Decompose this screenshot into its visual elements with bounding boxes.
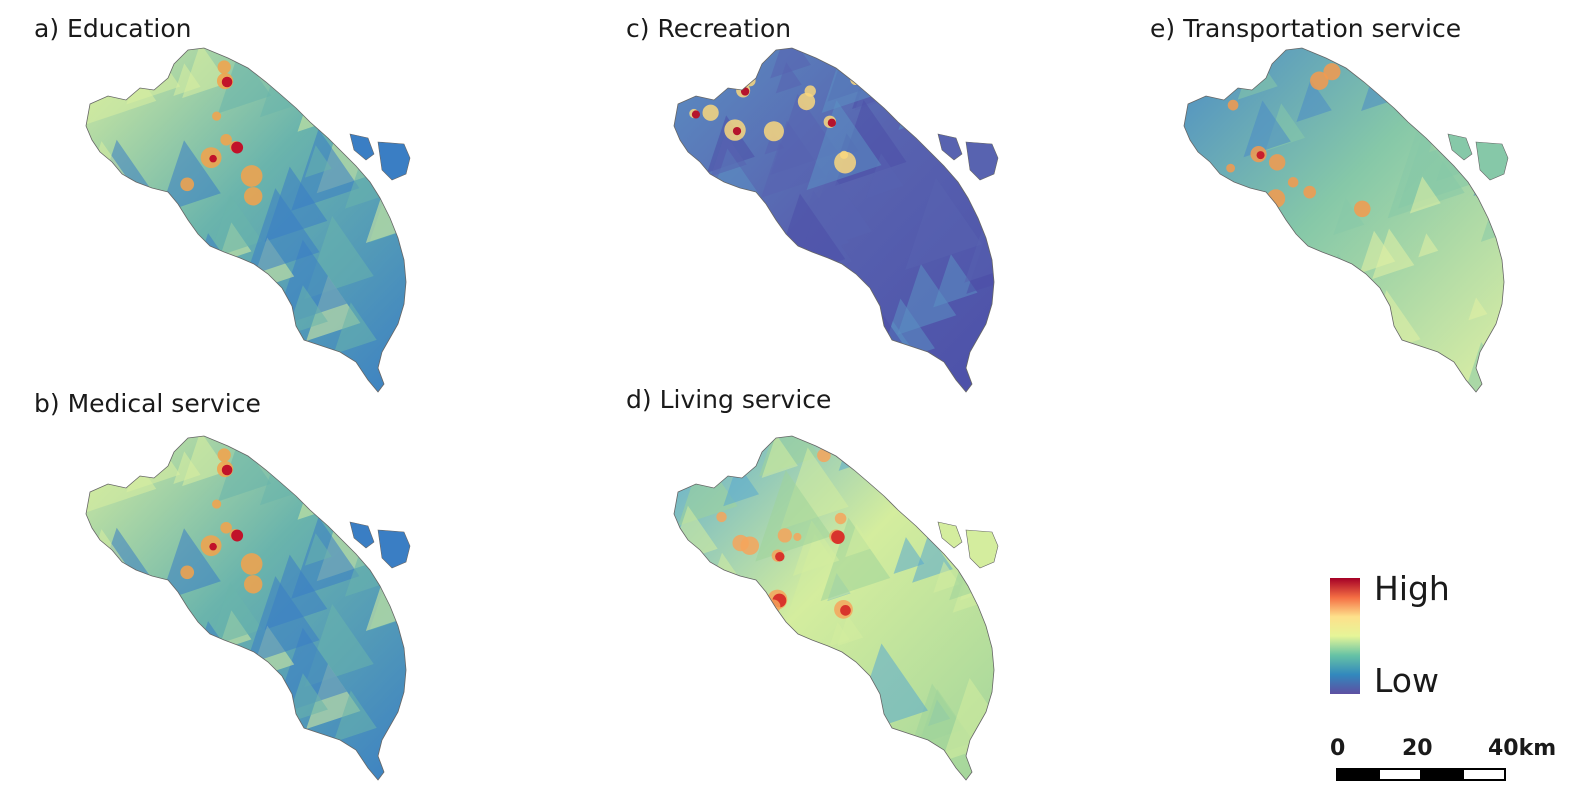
color-legend: High Low xyxy=(1330,572,1470,700)
scale-label-40km: 40km xyxy=(1488,736,1557,761)
map-fill xyxy=(1184,48,1504,392)
legend-color-ramp xyxy=(1330,578,1360,694)
scale-segment-2 xyxy=(1378,768,1422,781)
scale-segment-3 xyxy=(1420,768,1464,781)
scale-segment-4 xyxy=(1462,768,1506,781)
map-fill xyxy=(86,436,406,780)
panel-title-medical: b) Medical service xyxy=(34,389,261,418)
map-fill xyxy=(674,48,994,392)
map-medical-service xyxy=(78,430,418,785)
panel-title-education: a) Education xyxy=(34,14,192,43)
scale-segment-1 xyxy=(1336,768,1380,781)
panel-title-transportation: e) Transportation service xyxy=(1150,14,1462,43)
map-education xyxy=(78,42,418,397)
scale-label-0: 0 xyxy=(1330,736,1346,761)
map-recreation xyxy=(666,42,1006,397)
scale-label-20: 20 xyxy=(1402,736,1433,761)
map-living-service xyxy=(666,430,1006,785)
map-fill xyxy=(674,436,994,780)
panel-title-recreation: c) Recreation xyxy=(626,14,792,43)
legend-low-label: Low xyxy=(1374,661,1439,700)
scale-bar: 0 20 40km xyxy=(1330,738,1570,798)
legend-high-label: High xyxy=(1374,569,1450,608)
map-fill xyxy=(86,48,406,392)
panel-title-living: d) Living service xyxy=(626,385,832,414)
map-transportation-service xyxy=(1176,42,1516,397)
